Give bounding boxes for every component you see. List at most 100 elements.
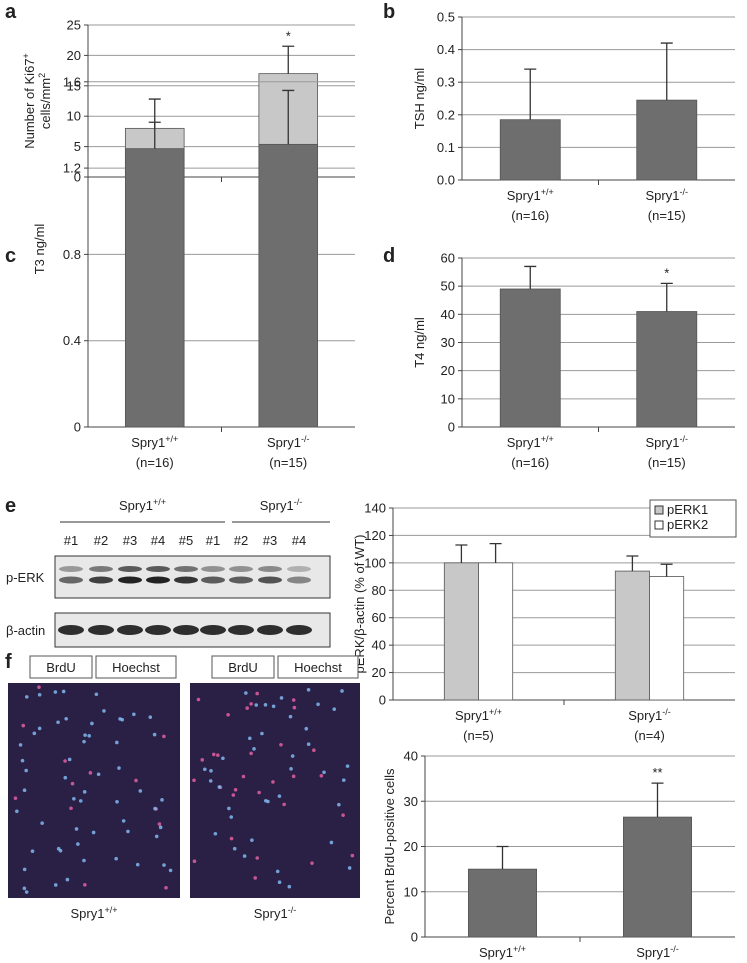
band: [258, 576, 282, 584]
nucleus: [255, 691, 259, 696]
stain-label: BrdU: [46, 660, 76, 675]
nucleus: [277, 880, 282, 885]
lane-label: #2: [234, 533, 248, 548]
y-axis-label: pERK/β-actin (% of WT): [352, 535, 367, 674]
superscript: 2: [37, 73, 47, 78]
nucleus: [157, 822, 162, 826]
bar: [623, 816, 693, 938]
nucleus: [69, 806, 73, 811]
nucleus: [292, 705, 297, 710]
nucleus: [209, 769, 213, 773]
y-tick-label: 5: [74, 139, 81, 154]
x-tick-sublabel: (n=16): [136, 455, 174, 470]
nucleus: [22, 886, 27, 891]
y-tick-label: 100: [364, 555, 386, 570]
stain-box: [277, 655, 359, 679]
error-bar: [455, 544, 468, 563]
bar: [258, 143, 319, 428]
nucleus: [102, 709, 106, 713]
nucleus: [192, 778, 196, 783]
lane-label: #2: [94, 533, 108, 548]
y-tick-label: 0: [74, 420, 81, 435]
y-axis-label: T4 ng/ml: [412, 317, 427, 368]
legend-swatch: [654, 520, 664, 530]
superscript: -/-: [670, 944, 679, 954]
error-bar: [489, 543, 502, 563]
text-part: Spry1: [260, 498, 294, 513]
text-part: cells/mm: [38, 78, 53, 129]
stain-box: [95, 655, 177, 679]
superscript: +/+: [513, 944, 526, 954]
panel-letter: b: [383, 1, 395, 23]
nucleus: [253, 876, 257, 880]
text-part: Spry1: [646, 188, 680, 203]
nucleus: [74, 827, 79, 831]
significance: *: [286, 28, 291, 43]
bar: [636, 311, 698, 428]
nucleus: [15, 809, 19, 814]
stain-box: [29, 655, 93, 679]
nucleus: [118, 717, 122, 721]
x-tick-label: Spry1-/-: [628, 707, 670, 723]
superscript: -/-: [288, 905, 297, 915]
band: [257, 625, 283, 635]
y-tick-label: 0.1: [437, 140, 455, 155]
text-part: Spry1: [455, 708, 489, 723]
nucleus: [217, 785, 222, 789]
nucleus: [263, 703, 268, 707]
x-tick-label: Spry1-/-: [646, 187, 688, 203]
lane-label: #5: [179, 533, 193, 548]
error-bar: [651, 782, 664, 818]
nucleus: [347, 866, 352, 870]
nucleus: [138, 789, 143, 793]
nucleus: [242, 854, 247, 858]
nucleus: [319, 773, 324, 778]
nucleus: [231, 793, 236, 797]
nucleus: [260, 731, 264, 736]
nucleus: [332, 707, 337, 711]
nucleus: [340, 689, 344, 693]
nucleus: [37, 692, 42, 697]
text-part: Spry1: [254, 906, 288, 921]
nucleus: [76, 842, 80, 846]
band: [146, 566, 170, 572]
nucleus: [91, 830, 96, 835]
y-tick-label: 15: [67, 78, 81, 93]
nucleus: [148, 715, 153, 719]
text-part: T3 ng/ml: [32, 224, 47, 275]
panel-letter: c: [5, 245, 16, 267]
y-tick-label: 40: [441, 307, 455, 322]
band: [118, 566, 142, 572]
bar: [443, 562, 479, 701]
legend-label: pERK2: [667, 517, 708, 532]
y-tick-label: 0.3: [437, 75, 455, 90]
lane-label: #1: [64, 533, 78, 548]
superscript: +/+: [489, 707, 502, 717]
nucleus: [37, 685, 41, 689]
blot-group-label: Spry1-/-: [260, 497, 302, 513]
nucleus: [30, 849, 35, 853]
band: [229, 576, 253, 584]
panel-letter: e: [5, 495, 16, 517]
bar: [636, 99, 698, 181]
nucleus: [158, 825, 163, 830]
nucleus: [291, 774, 296, 779]
y-tick-label: 30: [404, 794, 418, 809]
band: [118, 576, 142, 584]
x-tick-label: Spry1-/-: [267, 434, 309, 450]
nucleus: [22, 867, 27, 872]
text-part: Spry1: [131, 435, 165, 450]
micrograph: [190, 683, 360, 898]
nucleus: [221, 756, 225, 761]
superscript: -/-: [294, 497, 303, 507]
nucleus: [24, 768, 28, 773]
y-tick-label: 0.8: [63, 247, 81, 262]
x-tick-label: Spry1+/+: [479, 944, 526, 960]
nucleus: [121, 819, 126, 823]
error-bar: [282, 45, 295, 74]
significance: *: [664, 265, 669, 280]
nucleus: [241, 774, 246, 779]
nucleus: [94, 692, 99, 697]
nucleus: [287, 884, 292, 889]
nucleus: [350, 853, 355, 858]
